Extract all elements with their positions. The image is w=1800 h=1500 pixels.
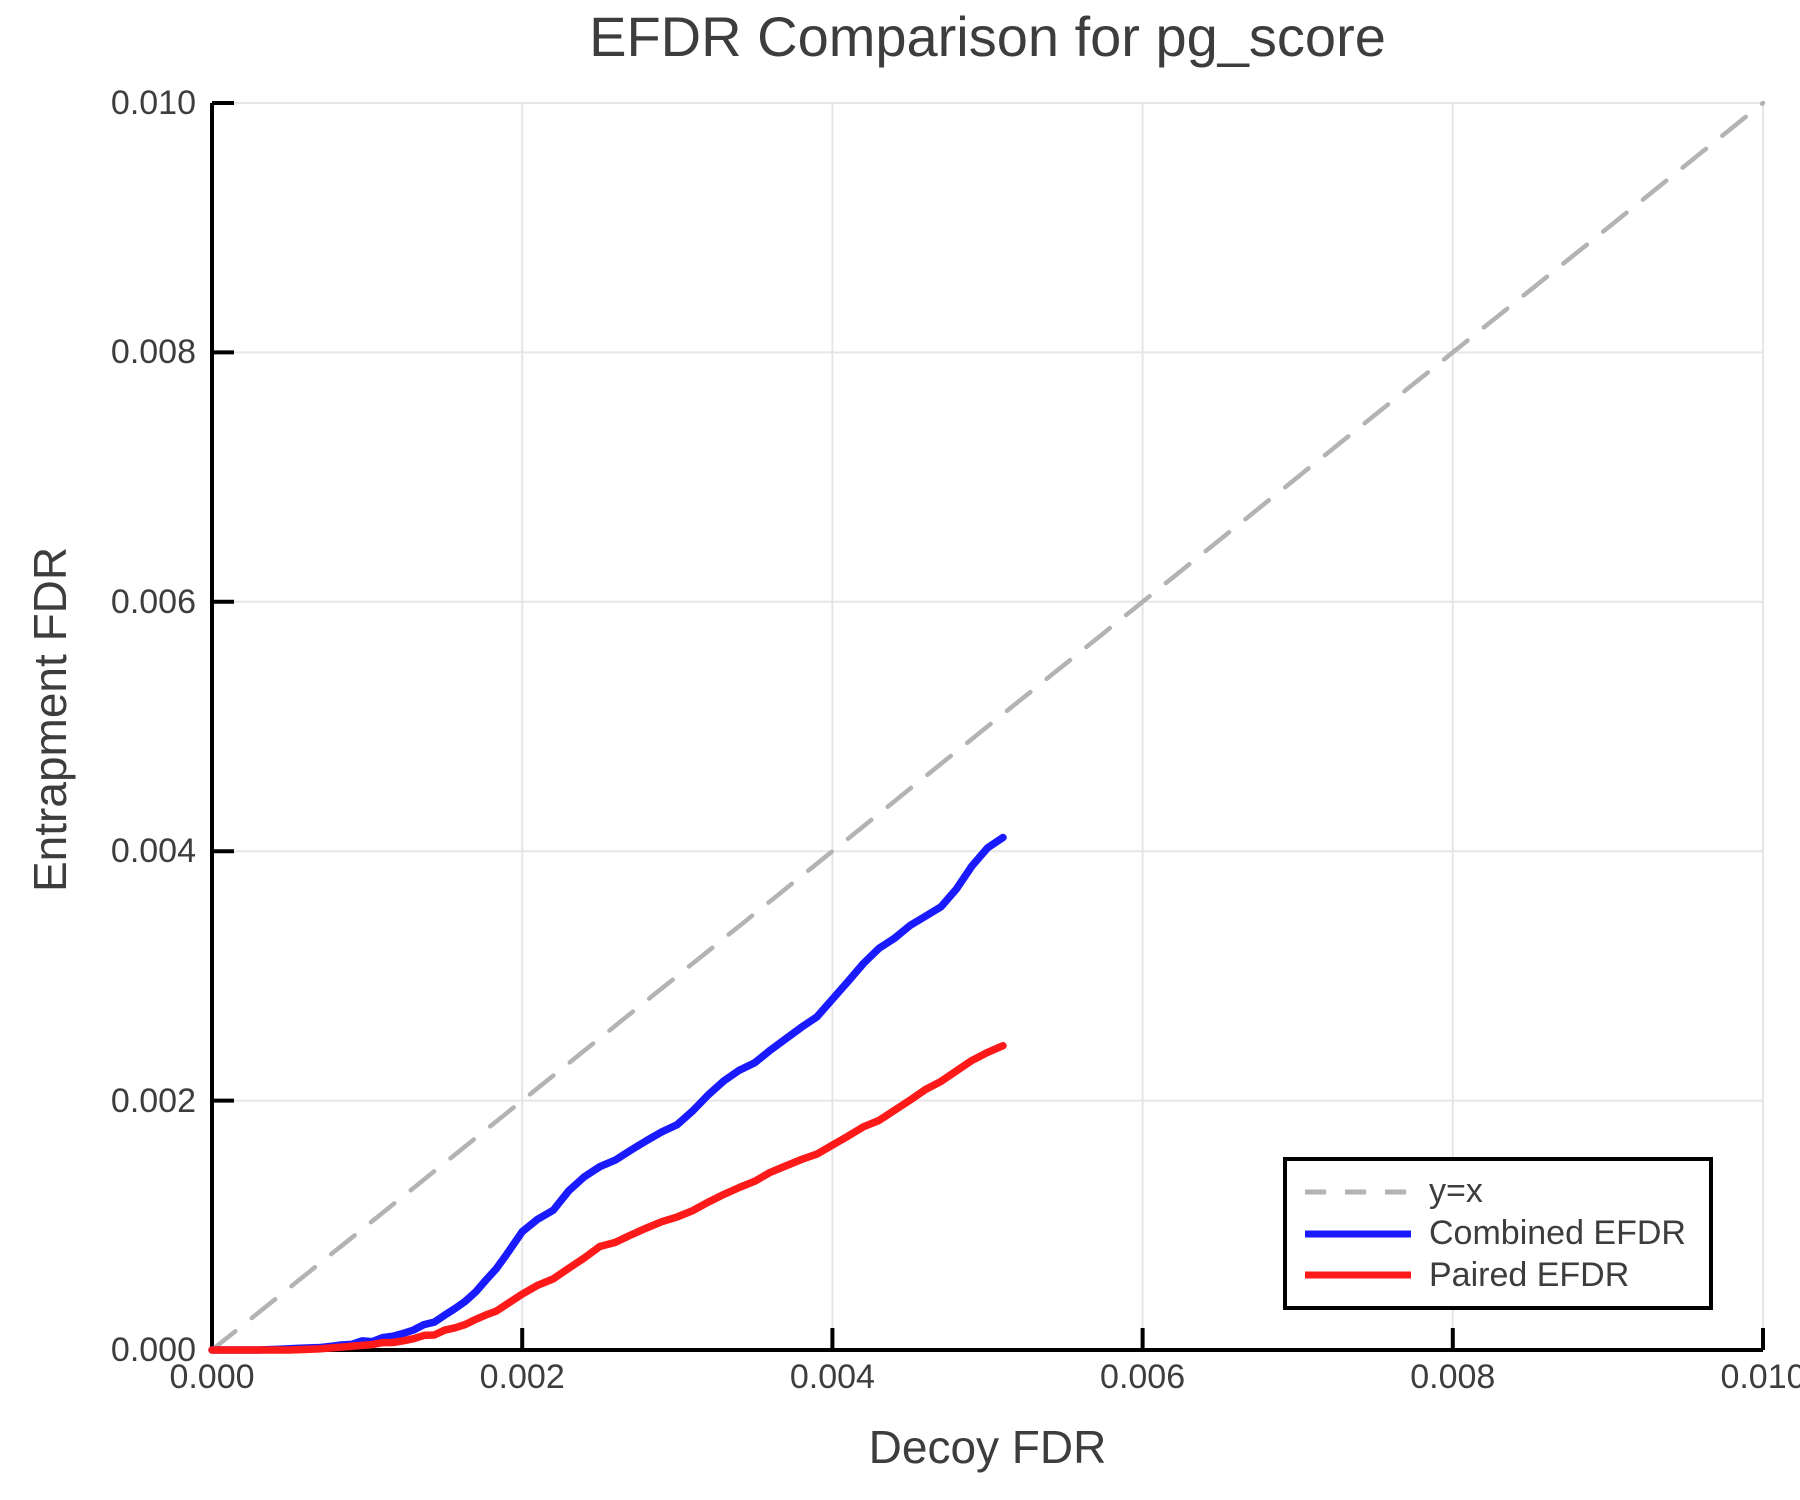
series-line-y-x	[209, 100, 1766, 1353]
y-tick-label: 0.004	[110, 832, 196, 871]
legend-entry: Combined EFDR	[1303, 1215, 1709, 1252]
legend-label: Combined EFDR	[1429, 1214, 1686, 1253]
legend-line-sample	[1305, 1230, 1411, 1237]
series-line-paired-efdr	[208, 1041, 1007, 1354]
y-tick-label: 0.006	[110, 582, 196, 621]
x-tick-label: 0.004	[789, 1358, 875, 1396]
x-tick-label: 0.008	[1410, 1358, 1496, 1396]
y-tick-label: 0.000	[110, 1331, 196, 1369]
x-tick-label: 0.010	[1720, 1358, 1800, 1396]
legend-entry: y=x	[1303, 1173, 1709, 1210]
chart-title: EFDR Comparison for pg_score	[589, 5, 1386, 68]
y-tick-label: 0.010	[110, 84, 196, 122]
legend-line-sample	[1305, 1189, 1411, 1195]
x-tick-label: 0.002	[479, 1358, 565, 1396]
legend-label: Paired EFDR	[1429, 1255, 1630, 1294]
x-axis-label: Decoy FDR	[868, 1421, 1107, 1473]
x-tick-label: 0.006	[1100, 1358, 1186, 1396]
series-line-combined-efdr	[208, 833, 1007, 1354]
legend: y=x Combined EFDR Paired EFDR	[1283, 1157, 1713, 1310]
legend-line-sample	[1305, 1271, 1411, 1279]
y-tick-label: 0.002	[110, 1081, 196, 1120]
y-tick-label: 0.008	[110, 333, 196, 372]
legend-label: y=x	[1429, 1172, 1483, 1211]
x-tick-label: 0.000	[169, 1358, 255, 1396]
legend-entry: Paired EFDR	[1303, 1257, 1709, 1294]
